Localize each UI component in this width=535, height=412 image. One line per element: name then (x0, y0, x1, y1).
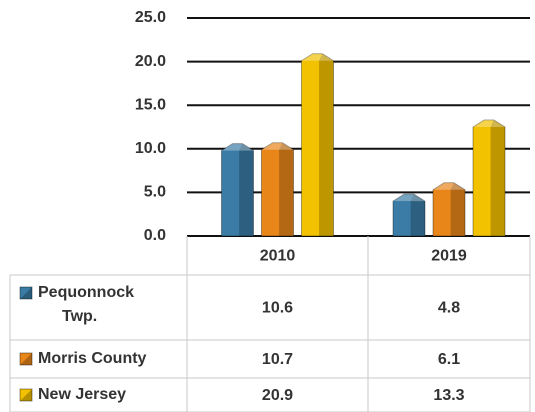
bar (392, 193, 426, 237)
y-tick-label: 5.0 (144, 184, 166, 201)
y-tick-label: 10.0 (135, 140, 166, 157)
legend-swatch (19, 286, 33, 300)
y-tick-label: 25.0 (135, 9, 166, 26)
legend-swatch (19, 352, 33, 366)
legend-swatch-shade (20, 389, 32, 401)
legend-swatch-shade (20, 353, 32, 365)
bar-top (393, 194, 425, 202)
legend-swatch-shade (20, 287, 32, 299)
legend-swatch (19, 388, 33, 402)
y-tick-label: 20.0 (135, 53, 166, 70)
bar-top (473, 120, 505, 128)
y-tick-label: 15.0 (135, 96, 166, 113)
table-value: 13.3 (433, 387, 464, 404)
bar-shade (279, 142, 294, 236)
bar (432, 182, 466, 237)
table-value: 10.6 (262, 300, 293, 317)
legend-label: New Jersey (38, 386, 126, 403)
y-tick-label: 0.0 (144, 227, 166, 244)
bar (261, 142, 294, 237)
bar-shade (239, 143, 254, 236)
x-tick-label: 2010 (260, 248, 296, 265)
bar (221, 143, 254, 237)
table-value: 4.8 (438, 300, 460, 317)
bar (301, 53, 334, 237)
bar-top (301, 53, 334, 61)
table-value: 10.7 (262, 351, 293, 368)
x-tick-label: 2019 (431, 248, 467, 265)
bar-shade (490, 120, 505, 236)
bar-top (221, 143, 254, 151)
legend-label: Pequonnock Twp. (38, 284, 134, 325)
bar-top (261, 142, 294, 150)
bar-shade (319, 53, 334, 236)
bar-top (433, 182, 465, 190)
bar (472, 119, 506, 237)
bar-shade (450, 182, 465, 236)
legend-label: Morris County (38, 350, 147, 367)
bar-shade (410, 194, 425, 236)
table-value: 6.1 (438, 351, 460, 368)
table-value: 20.9 (262, 387, 293, 404)
